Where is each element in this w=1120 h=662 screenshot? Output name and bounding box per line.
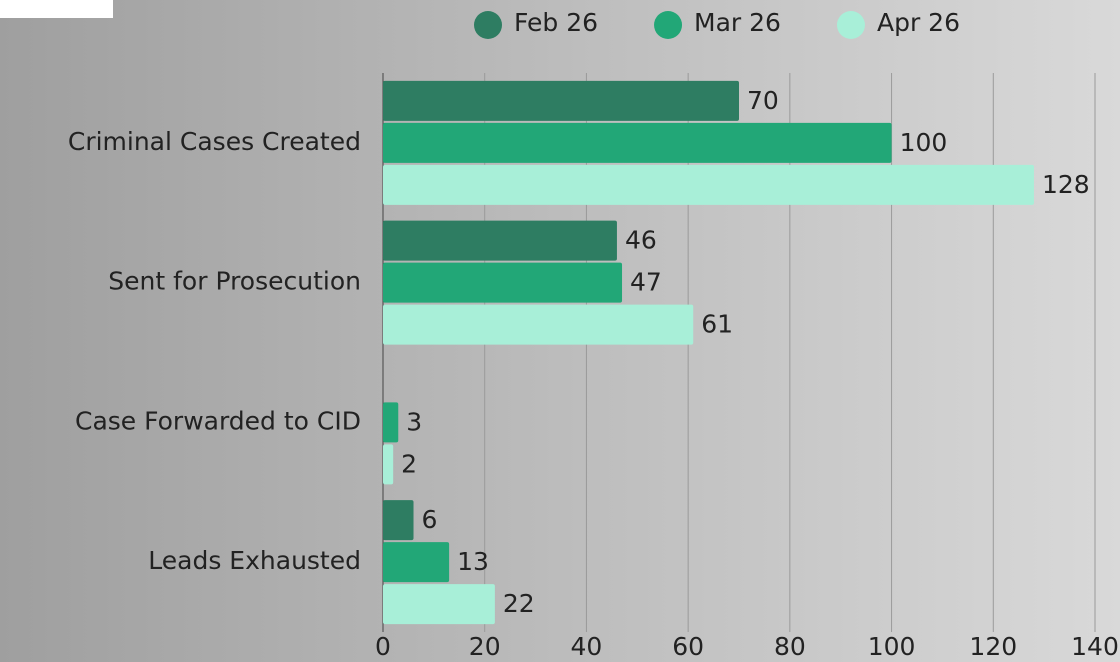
x-tick-label: 40 <box>571 632 603 661</box>
legend-label: Mar 26 <box>694 8 781 37</box>
legend-label: Apr 26 <box>877 8 960 37</box>
bar <box>383 80 739 121</box>
x-tick-label: 140 <box>1071 632 1119 661</box>
x-tick-label: 20 <box>469 632 501 661</box>
x-tick-label: 120 <box>969 632 1017 661</box>
data-label: 47 <box>630 268 662 297</box>
legend-marker <box>654 11 683 39</box>
x-tick-label: 60 <box>672 632 704 661</box>
legend-marker <box>474 11 502 39</box>
bar <box>383 444 394 485</box>
data-label: 128 <box>1042 170 1090 199</box>
x-tick-label: 100 <box>868 632 916 661</box>
x-tick-label: 0 <box>375 632 391 661</box>
bar <box>383 402 399 443</box>
bar <box>383 262 623 303</box>
bar <box>383 584 495 625</box>
y-tick-label: Leads Exhausted <box>148 546 361 575</box>
data-label: 46 <box>625 226 657 255</box>
y-tick-label: Sent for Prosecution <box>108 267 361 296</box>
data-label: 3 <box>406 407 422 436</box>
data-label: 2 <box>401 449 417 478</box>
x-tick-label: 80 <box>774 632 806 661</box>
y-tick-label: Criminal Cases Created <box>68 127 361 156</box>
data-label: 70 <box>747 86 779 115</box>
bar <box>383 304 694 345</box>
panel-tab <box>0 0 113 18</box>
data-label: 100 <box>900 128 948 157</box>
legend-label: Feb 26 <box>514 8 598 37</box>
data-label: 13 <box>457 547 489 576</box>
legend-marker <box>836 11 865 39</box>
data-label: 6 <box>422 505 438 534</box>
bar <box>383 164 1034 205</box>
data-label: 61 <box>701 310 733 339</box>
bar <box>383 500 414 541</box>
bar <box>383 220 617 261</box>
data-label: 22 <box>503 589 535 618</box>
bar <box>383 542 450 583</box>
bar <box>383 122 892 163</box>
y-tick-label: Case Forwarded to CID <box>75 406 361 435</box>
